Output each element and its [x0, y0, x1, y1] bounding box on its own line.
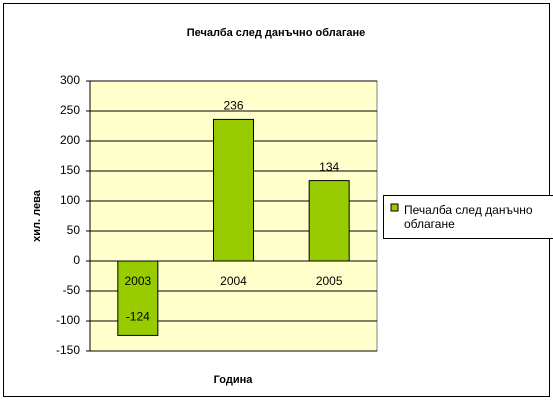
chart-title: Печалба след данъчно облагане: [187, 27, 366, 39]
y-tick-label: -150: [56, 343, 80, 357]
bar: [117, 260, 159, 336]
y-tick-label: 250: [60, 103, 80, 117]
y-tick-label: 150: [60, 163, 80, 177]
legend-swatch: [390, 203, 399, 212]
bar: [213, 118, 254, 262]
data-label: -124: [126, 310, 150, 324]
x-tick-label: 2003: [124, 274, 151, 288]
y-tick-label: 200: [60, 133, 80, 147]
y-tick-label: -100: [56, 313, 80, 327]
data-label: 134: [319, 160, 339, 174]
y-axis-title: хил. лева: [31, 189, 43, 242]
legend-label: Печалба след данъчно облагане: [404, 203, 533, 231]
y-tick-label: -50: [63, 283, 81, 297]
y-tick-label: 50: [67, 223, 81, 237]
data-label: 236: [223, 99, 243, 113]
x-tick-label: 2004: [220, 274, 247, 288]
bar: [308, 180, 350, 262]
x-axis-title: Година: [214, 374, 254, 386]
y-tick-label: 0: [73, 253, 80, 267]
y-tick-label: 100: [60, 193, 80, 207]
y-tick-label: 300: [60, 73, 80, 87]
x-tick-label: 2005: [316, 274, 343, 288]
legend-box: [383, 195, 553, 239]
